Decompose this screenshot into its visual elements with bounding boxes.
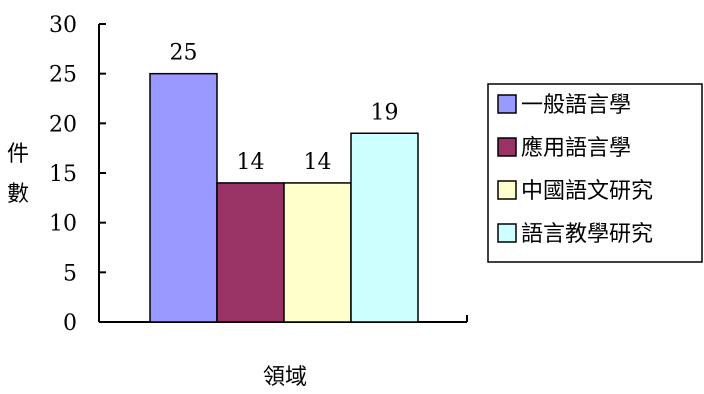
y-ticks: 0 5 10 15 20 25 30 [49, 13, 106, 336]
y-axis-title-line-1: 件 [7, 142, 29, 167]
legend-swatch-1 [497, 94, 517, 114]
data-labels: 25 14 14 19 [170, 41, 399, 175]
legend-label-2: 應用語言學 [521, 135, 631, 161]
data-label-2: 14 [237, 150, 265, 175]
bars [149, 72, 419, 323]
bar-3 [283, 182, 352, 323]
bar-2 [216, 182, 285, 323]
legend-label-1: 一般語言學 [521, 93, 631, 118]
y-tick-label-0: 0 [63, 311, 77, 336]
bar-4 [350, 132, 419, 323]
data-label-4: 19 [371, 100, 399, 125]
legend-box [487, 83, 703, 263]
y-tick-label-10: 10 [49, 212, 77, 237]
legend-swatch-3 [497, 180, 517, 200]
legend-swatch-2 [497, 137, 517, 157]
x-axis-title: 領域 [263, 365, 307, 390]
legend-swatch-4 [497, 223, 517, 243]
y-tick-label-20: 20 [49, 112, 77, 137]
y-axis-title-line-2: 數 [7, 182, 29, 207]
legend-label-4: 語言教學研究 [521, 222, 653, 247]
bar-1 [149, 72, 218, 323]
y-tick-label-25: 25 [49, 63, 77, 88]
legend-label-3: 中國語文研究 [521, 179, 653, 204]
data-label-1: 25 [170, 41, 198, 66]
y-tick-label-15: 15 [49, 162, 77, 187]
data-label-3: 14 [304, 150, 332, 175]
y-tick-label-5: 5 [63, 261, 77, 286]
y-tick-label-30: 30 [49, 13, 77, 38]
